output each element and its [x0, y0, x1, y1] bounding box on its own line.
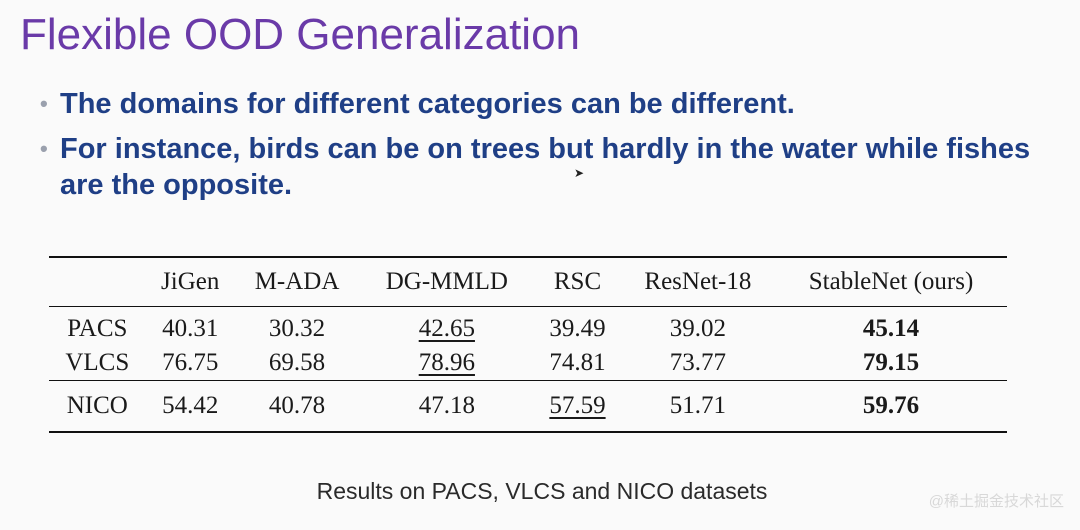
cell-value: 54.42: [162, 392, 219, 419]
cell-value: 76.75: [162, 349, 219, 376]
cell-value: 69.58: [268, 349, 326, 376]
header-cell: JiGen: [161, 268, 220, 295]
table-cell: 59.76: [775, 381, 1007, 433]
row-label: VLCS: [65, 349, 130, 376]
table-cell: 73.77: [621, 346, 775, 381]
table-cell: 54.42: [146, 381, 235, 433]
watermark: @稀土掘金技术社区: [928, 493, 1064, 510]
table-cell: 45.14: [775, 307, 1007, 347]
table-cell: 40.78: [235, 381, 360, 433]
table-header-row: JiGen M-ADA DG-MMLD RSC ResNet-18 Stable…: [49, 257, 1007, 307]
table-cell: 39.02: [621, 307, 775, 347]
cell-value: 39.49: [549, 315, 606, 342]
cell-value: 59.76: [862, 392, 920, 419]
table-cell: 39.49: [534, 307, 620, 347]
bullet-item: • For instance, birds can be on trees bu…: [40, 131, 1040, 203]
table-row: NICO 54.42 40.78 47.18 57.59 51.71 59.76: [49, 380, 1007, 433]
table-cell: 42.65: [359, 307, 534, 347]
table-row: PACS 40.31 30.32 42.65 39.49 39.02 45.14: [49, 307, 1007, 347]
table-cell: 79.15: [775, 346, 1007, 381]
table-cell: 47.18: [359, 381, 534, 433]
header-cell: M-ADA: [254, 268, 340, 295]
cell-value: 30.32: [268, 315, 326, 342]
bullet-item: • The domains for different categories c…: [40, 86, 1040, 122]
table-cell: 57.59: [534, 381, 620, 433]
bullet-text: The domains for different categories can…: [60, 88, 795, 120]
mouse-cursor-icon: ➤: [574, 166, 585, 180]
table-cell: 51.71: [621, 381, 775, 433]
row-label: PACS: [67, 315, 128, 342]
cell-value: 47.18: [418, 392, 475, 419]
header-cell: StableNet (ours): [808, 268, 974, 295]
table-cell: 78.96: [359, 346, 534, 381]
cell-value: 73.77: [669, 349, 726, 376]
row-label: NICO: [66, 392, 128, 419]
table-caption: Results on PACS, VLCS and NICO datasets: [316, 478, 768, 504]
bullet-dot-icon: •: [40, 136, 48, 161]
table-cell: 40.31: [146, 307, 235, 347]
cell-value: 51.71: [669, 392, 726, 419]
header-cell: RSC: [553, 268, 602, 295]
cell-value: 42.65: [418, 315, 475, 342]
header-cell: DG-MMLD: [385, 268, 508, 295]
bullet-dot-icon: •: [40, 91, 48, 116]
cell-value: 79.15: [862, 349, 920, 376]
bullet-list: • The domains for different categories c…: [40, 86, 1040, 212]
table-cell: 30.32: [235, 307, 360, 347]
cell-value: 74.81: [549, 349, 606, 376]
bullet-text: For instance, birds can be on trees but …: [60, 133, 1031, 201]
header-cell: ResNet-18: [644, 268, 752, 295]
cell-value: 39.02: [669, 315, 726, 342]
table-cell: 76.75: [146, 346, 235, 381]
header-cell: [49, 257, 146, 307]
results-table: JiGen M-ADA DG-MMLD RSC ResNet-18 Stable…: [49, 256, 1007, 433]
table-cell: 74.81: [534, 346, 620, 381]
table-row: VLCS 76.75 69.58 78.96 74.81 73.77 79.15: [49, 346, 1007, 381]
cell-value: 45.14: [862, 315, 920, 342]
cell-value: 78.96: [418, 349, 475, 376]
slide-title: Flexible OOD Generalization: [20, 10, 581, 59]
table-cell: 69.58: [235, 346, 360, 381]
cell-value: 40.31: [162, 315, 219, 342]
cell-value: 40.78: [268, 392, 326, 419]
cell-value: 57.59: [549, 392, 606, 419]
